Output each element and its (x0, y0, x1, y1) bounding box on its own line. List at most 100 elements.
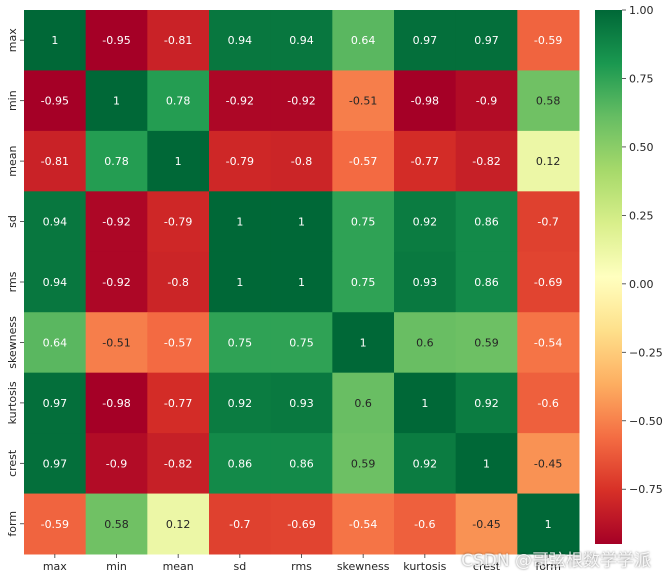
heatmap-cell-form-min (85, 493, 148, 555)
cell-label-skewness-crest: 0.59 (474, 336, 499, 349)
heatmap-cell-min-rms (270, 70, 333, 132)
heatmap-cell-rms-skewness (332, 251, 395, 313)
heatmap-cell-skewness-kurtosis (394, 312, 457, 374)
heatmap-cell-skewness-form (517, 312, 580, 374)
cell-label-sd-mean: -0.79 (164, 216, 192, 229)
heatmap-cell-rms-sd (209, 251, 272, 313)
x-tick-label-crest: crest (473, 560, 501, 573)
cell-label-kurtosis-kurtosis: 1 (421, 397, 428, 410)
cell-label-form-form: 1 (545, 518, 552, 531)
heatmap-cell-sd-skewness (332, 191, 395, 253)
heatmap-cell-kurtosis-kurtosis (394, 372, 457, 434)
heatmap-cell-kurtosis-crest (455, 372, 518, 434)
cell-label-crest-sd: 0.86 (228, 457, 253, 470)
heatmap-cell-rms-rms (270, 251, 333, 313)
heatmap-cell-crest-mean (147, 433, 210, 495)
cell-label-max-crest: 0.97 (474, 34, 499, 47)
cell-label-max-kurtosis: 0.97 (413, 34, 438, 47)
heatmap-cell-crest-rms (270, 433, 333, 495)
cell-label-skewness-max: 0.64 (43, 336, 68, 349)
cell-label-form-skewness: -0.54 (349, 518, 377, 531)
heatmap-cell-sd-rms (270, 191, 333, 253)
cell-label-crest-crest: 1 (483, 457, 490, 470)
cell-label-skewness-form: -0.54 (534, 336, 562, 349)
heatmap-cell-rms-form (517, 251, 580, 313)
heatmap-cell-mean-rms (270, 130, 333, 192)
heatmap-cell-rms-max (24, 251, 87, 313)
colorbar-tick-label-2: 0.50 (629, 141, 654, 154)
cell-label-sd-rms: 1 (298, 216, 305, 229)
heatmap-cell-rms-mean (147, 251, 210, 313)
cell-label-mean-max: -0.81 (41, 155, 69, 168)
cell-label-min-crest: -0.9 (476, 95, 497, 108)
heatmap-cell-sd-kurtosis (394, 191, 457, 253)
x-tick-label-min: min (106, 560, 127, 573)
heatmap-cell-min-skewness (332, 70, 395, 132)
y-tick-label-max: max (6, 28, 19, 52)
heatmap-cell-mean-form (517, 130, 580, 192)
heatmap-cell-sd-max (24, 191, 87, 253)
cell-label-mean-sd: -0.79 (226, 155, 254, 168)
cell-label-mean-rms: -0.8 (291, 155, 312, 168)
x-tick-label-max: max (43, 560, 67, 573)
colorbar-tick-label-7: −0.75 (629, 483, 663, 496)
heatmap-cell-mean-skewness (332, 130, 395, 192)
heatmap-cell-mean-mean (147, 130, 210, 192)
cell-label-form-max: -0.59 (41, 518, 69, 531)
heatmap-cell-kurtosis-rms (270, 372, 333, 434)
y-tick-label-crest: crest (6, 449, 19, 477)
cell-label-rms-form: -0.69 (534, 276, 562, 289)
cell-label-min-max: -0.95 (41, 95, 69, 108)
heatmap-cell-max-skewness (332, 10, 395, 71)
heatmap-cell-skewness-max (24, 312, 87, 374)
cell-label-kurtosis-rms: 0.93 (289, 397, 314, 410)
cell-label-kurtosis-crest: 0.92 (474, 397, 499, 410)
watermark: CSDN @哥弦根数学学派 (461, 551, 651, 571)
cell-label-max-skewness: 0.64 (351, 34, 376, 47)
heatmap-cell-form-max (24, 493, 87, 555)
heatmap-cell-form-crest (455, 493, 518, 555)
heatmap-cell-max-max (24, 10, 87, 71)
cell-label-min-mean: 0.78 (166, 95, 191, 108)
heatmap-cell-max-min (85, 10, 148, 71)
heatmap-cell-form-mean (147, 493, 210, 555)
heatmap-cell-kurtosis-mean (147, 372, 210, 434)
cell-label-min-kurtosis: -0.98 (411, 95, 439, 108)
cell-label-skewness-min: -0.51 (102, 336, 130, 349)
cell-label-crest-rms: 0.86 (289, 457, 314, 470)
cell-label-sd-form: -0.7 (537, 216, 558, 229)
heatmap-cell-max-kurtosis (394, 10, 457, 71)
cell-label-rms-mean: -0.8 (167, 276, 188, 289)
colorbar: 1.00 0.75 0.50 0.25 0.00 −0.25 −0.50 −0.75 (595, 4, 663, 544)
heatmap-cell-form-sd (209, 493, 272, 555)
heatmap-cell-crest-min (85, 433, 148, 495)
heatmap-cell-min-form (517, 70, 580, 132)
colorbar-tick-label-1: 0.75 (629, 72, 654, 85)
x-tick-label-kurtosis: kurtosis (403, 560, 446, 573)
heatmap-cell-form-skewness (332, 493, 395, 555)
heatmap-cell-sd-form (517, 191, 580, 253)
heatmap-cell-min-mean (147, 70, 210, 132)
cell-label-crest-kurtosis: 0.92 (413, 457, 438, 470)
heatmap-cell-skewness-rms (270, 312, 333, 374)
x-tick-label-sd: sd (233, 560, 246, 573)
cell-label-crest-min: -0.9 (106, 457, 127, 470)
heatmap-cell-kurtosis-form (517, 372, 580, 434)
cell-label-min-skewness: -0.51 (349, 95, 377, 108)
cell-label-rms-rms: 1 (298, 276, 305, 289)
heatmap-cell-kurtosis-min (85, 372, 148, 434)
cell-label-form-rms: -0.69 (287, 518, 315, 531)
cell-label-max-rms: 0.94 (289, 34, 314, 47)
cell-label-mean-kurtosis: -0.77 (411, 155, 439, 168)
cell-label-kurtosis-max: 0.97 (43, 397, 68, 410)
x-tick-label-skewness: skewness (337, 560, 390, 573)
heatmap-cell-skewness-skewness (332, 312, 395, 374)
heatmap-cell-rms-min (85, 251, 148, 313)
heatmap-cells: 1 -0.95 -0.81 0.94 0.94 0.64 0.97 0.97 -0.59-0.9… (24, 10, 580, 555)
colorbar-tick-label-6: −0.50 (629, 415, 663, 428)
cell-label-mean-form: 0.12 (536, 155, 561, 168)
cell-label-mean-crest: -0.82 (472, 155, 500, 168)
cell-label-skewness-sd: 0.75 (228, 336, 253, 349)
y-axis-ticks: max min mean sd rms skewness kurtosis crest form (6, 28, 24, 537)
x-tick-label-form: form (535, 560, 561, 573)
